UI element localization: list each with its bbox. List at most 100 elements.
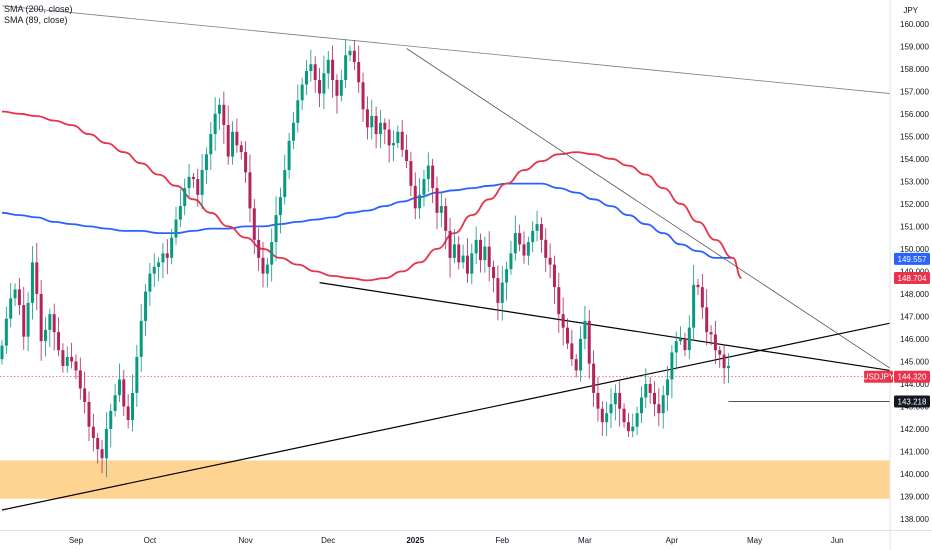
candle-body [57, 332, 61, 351]
candle [144, 283, 148, 336]
candle [357, 45, 361, 93]
legend-sma200[interactable]: SMA (200, close) [4, 4, 73, 14]
candle [618, 379, 622, 427]
price-badge: 149.557 [894, 252, 930, 265]
candle [492, 260, 496, 293]
candle-body [618, 392, 622, 409]
candle-body [91, 426, 95, 438]
candle [435, 176, 439, 230]
x-tick-label: Jun [831, 536, 844, 545]
y-tick-label: 138.000 [900, 515, 929, 524]
candle-body [400, 131, 404, 150]
legend-sma89[interactable]: SMA (89, close) [4, 15, 68, 25]
candle [648, 376, 652, 404]
candle [74, 354, 78, 380]
candle [465, 238, 469, 283]
candle [531, 221, 535, 253]
candle [48, 308, 52, 347]
candle-body [487, 246, 491, 267]
candle [487, 231, 491, 282]
candle-body [104, 428, 108, 459]
candle [296, 84, 300, 133]
candle-body [352, 50, 356, 63]
candle-body [287, 140, 291, 171]
candle [522, 231, 526, 264]
candle-body [605, 413, 609, 423]
candle [726, 353, 730, 384]
candle-body [313, 64, 317, 81]
candle [222, 91, 226, 144]
candle-body [448, 230, 452, 258]
candle [365, 96, 369, 140]
symbol-tag-bg [864, 370, 893, 383]
candle-body [483, 246, 487, 261]
candle-body [300, 84, 304, 101]
candle-body [78, 370, 82, 389]
candle-body [361, 82, 365, 110]
candle [65, 346, 69, 373]
candle [331, 45, 335, 98]
candle-body [465, 255, 469, 274]
candle [231, 121, 235, 165]
candle [639, 386, 643, 424]
candle-body [579, 338, 583, 371]
candle-body [35, 262, 39, 294]
candle [26, 292, 30, 352]
candle [705, 289, 709, 346]
candle [383, 118, 387, 145]
candle-body [96, 437, 100, 450]
candle [174, 206, 178, 245]
candle [244, 141, 248, 183]
candle-body [152, 266, 156, 274]
candle [187, 163, 191, 198]
candle-body [70, 356, 74, 362]
candle [135, 344, 139, 407]
candle [161, 243, 165, 279]
candle-body [291, 122, 295, 141]
candle-body [178, 206, 182, 220]
candle-body [526, 242, 530, 256]
candle-body [670, 352, 674, 380]
candle [448, 217, 452, 278]
candle-body [635, 413, 639, 427]
candle-body [613, 392, 617, 405]
candle [57, 317, 61, 357]
y-tick-label: 139.000 [900, 492, 929, 501]
candle-body [157, 262, 161, 267]
candle [178, 189, 182, 228]
candle [113, 383, 117, 417]
y-tick-label: 147.000 [900, 312, 929, 321]
candle [183, 178, 187, 216]
candle-body [344, 55, 348, 81]
trendline-descending-from-high [406, 48, 891, 369]
candle [9, 282, 13, 328]
candle-body [161, 253, 165, 263]
candle [348, 45, 352, 62]
candle [126, 394, 130, 429]
y-tick-label: 148.000 [900, 290, 929, 299]
candle [587, 309, 591, 379]
candle [396, 125, 400, 149]
candle [283, 154, 287, 205]
candle-body [218, 104, 221, 114]
candle-body [600, 408, 604, 423]
candle-body [191, 176, 195, 180]
candle-body [231, 131, 235, 157]
candle-body [370, 116, 374, 128]
candle [344, 39, 348, 89]
candle-body [100, 449, 104, 459]
price-badge-value: 149.557 [898, 255, 927, 264]
candle [674, 331, 678, 370]
y-tick-label: 160.000 [900, 20, 929, 29]
candle [122, 369, 126, 416]
moving-averages-layer [1, 110, 742, 282]
y-tick-label: 145.000 [900, 357, 929, 366]
candle-body [26, 302, 30, 337]
candle [305, 60, 308, 96]
price-badge-value: 143.218 [898, 398, 927, 407]
candle [309, 49, 313, 82]
candle [426, 152, 430, 192]
candle-body [709, 332, 713, 335]
candle-body [126, 406, 130, 420]
